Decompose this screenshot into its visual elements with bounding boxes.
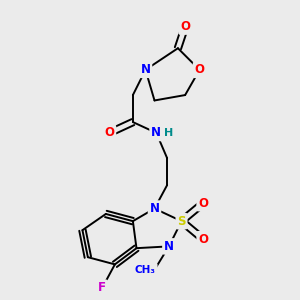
Text: O: O: [104, 126, 115, 140]
Text: N: N: [151, 126, 161, 140]
Text: O: O: [198, 233, 208, 246]
Text: H: H: [164, 128, 173, 138]
Text: N: N: [151, 126, 161, 140]
Text: N: N: [140, 63, 151, 76]
Text: N: N: [164, 240, 174, 253]
Text: N: N: [149, 202, 160, 215]
Text: S: S: [177, 215, 186, 228]
Text: O: O: [198, 196, 208, 210]
Text: H: H: [164, 128, 173, 138]
Text: O: O: [180, 20, 190, 33]
Text: CH₃: CH₃: [135, 265, 156, 275]
Text: O: O: [194, 63, 205, 76]
Text: F: F: [98, 281, 106, 294]
